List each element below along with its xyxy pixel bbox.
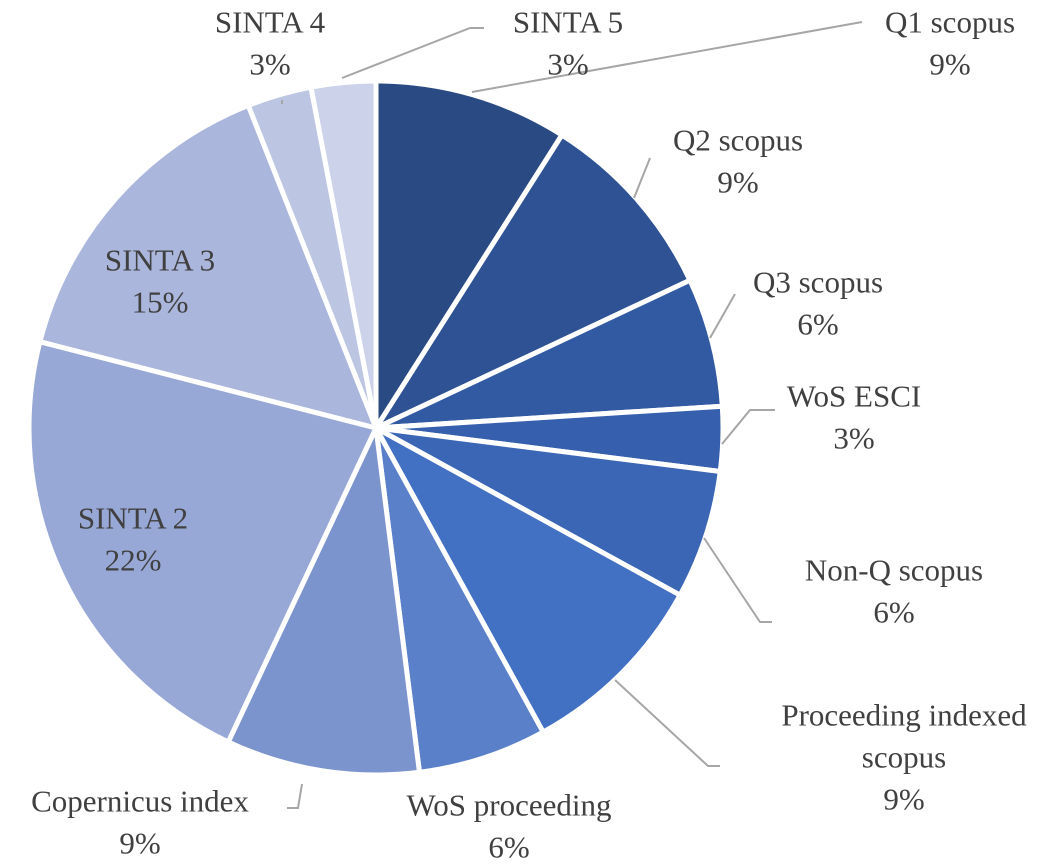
slice-category-label-8: Copernicus index (31, 784, 249, 819)
slice-percent-label-3: 6% (797, 307, 838, 342)
slice-percent-label-1: 9% (929, 47, 970, 82)
pie-slices (26, 78, 726, 778)
pie-slice-3 (373, 277, 725, 431)
leader-line-1 (471, 21, 863, 93)
slice-percent-label-12: 3% (547, 47, 588, 82)
slice-category-label-7: WoS proceeding (407, 788, 612, 823)
slice-category-label-10: SINTA 3 (105, 243, 215, 278)
pie-slice-6 (373, 425, 683, 735)
leader-line-6 (614, 679, 720, 767)
slice-category-label-6: Proceeding indexed (781, 698, 1027, 733)
slice-category-label-4: WoS ESCI (787, 379, 921, 414)
leader-lines (281, 21, 863, 809)
pie-slice-8 (225, 425, 422, 778)
slice-category-label-12: SINTA 5 (513, 5, 623, 40)
leader-line-2 (633, 157, 651, 199)
leader-line-3 (709, 293, 736, 339)
slice-category-label-2: Q2 scopus (673, 123, 803, 158)
slice-category-label-5: Non-Q scopus (805, 553, 983, 588)
leader-line-4 (721, 409, 775, 445)
slice-percent-label-10: 15% (132, 285, 189, 320)
slice-category-label-11: SINTA 4 (215, 5, 326, 40)
slice-category-label-9: SINTA 2 (78, 501, 188, 536)
slice-category-label-6: scopus (862, 740, 946, 775)
pie-slice-7 (373, 425, 546, 775)
slice-percent-label-5: 6% (873, 595, 914, 630)
slice-percent-label-2: 9% (717, 165, 758, 200)
leader-line-8 (287, 783, 303, 809)
slice-percent-label-7: 6% (488, 830, 529, 865)
pie-slice-10 (37, 102, 379, 431)
pie-slice-5 (373, 425, 723, 598)
slice-labels: Q1 scopus 9% Q2 scopus 9% Q3 scopus 6% WoS ESC… (31, 5, 1027, 865)
slice-category-label-3: Q3 scopus (753, 265, 883, 300)
pie-slice-9 (26, 339, 379, 745)
pie-slice-12 (308, 78, 379, 431)
slice-percent-label-4: 3% (833, 421, 874, 456)
slice-category-label-1: Q1 scopus (885, 5, 1015, 40)
pie-slice-2 (373, 132, 693, 431)
leader-line-12 (341, 27, 484, 79)
slice-percent-label-11: 3% (249, 47, 290, 82)
pie-slice-1 (373, 78, 565, 431)
slice-percent-label-8: 9% (119, 826, 160, 861)
leader-line-5 (703, 537, 772, 623)
slice-percent-label-9: 22% (105, 543, 162, 578)
slice-percent-label-6: 9% (883, 782, 924, 817)
